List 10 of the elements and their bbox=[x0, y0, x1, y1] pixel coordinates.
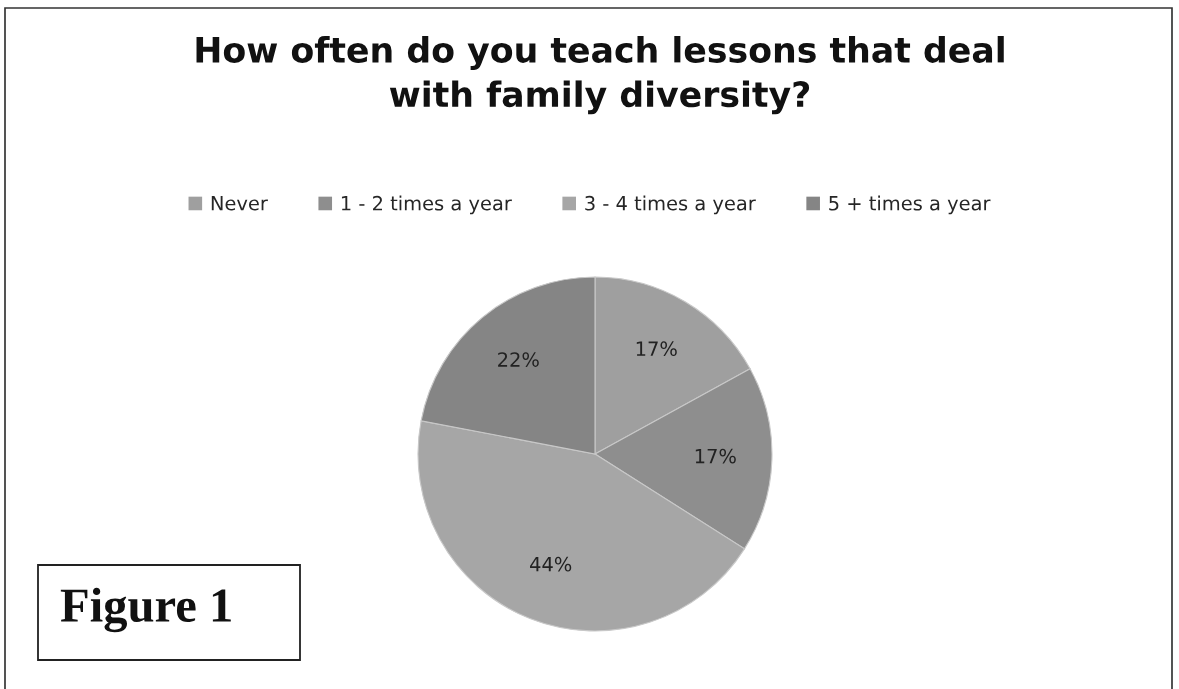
data-label: 44% bbox=[530, 556, 572, 572]
data-label: 22% bbox=[498, 352, 539, 367]
legend-label: 1 - 2 times a year bbox=[341, 195, 512, 215]
caption: Figure 1 bbox=[60, 587, 231, 633]
legend-label: 3 - 4 times a year bbox=[585, 195, 756, 215]
legend-label: Never bbox=[211, 196, 268, 211]
data-label: 17% bbox=[636, 341, 677, 357]
chart-title: How often do you teach lessons that deal with family diversity? bbox=[196, 36, 1004, 115]
legend-label: 5 + times a year bbox=[829, 195, 991, 215]
data-label: 17% bbox=[695, 448, 736, 464]
